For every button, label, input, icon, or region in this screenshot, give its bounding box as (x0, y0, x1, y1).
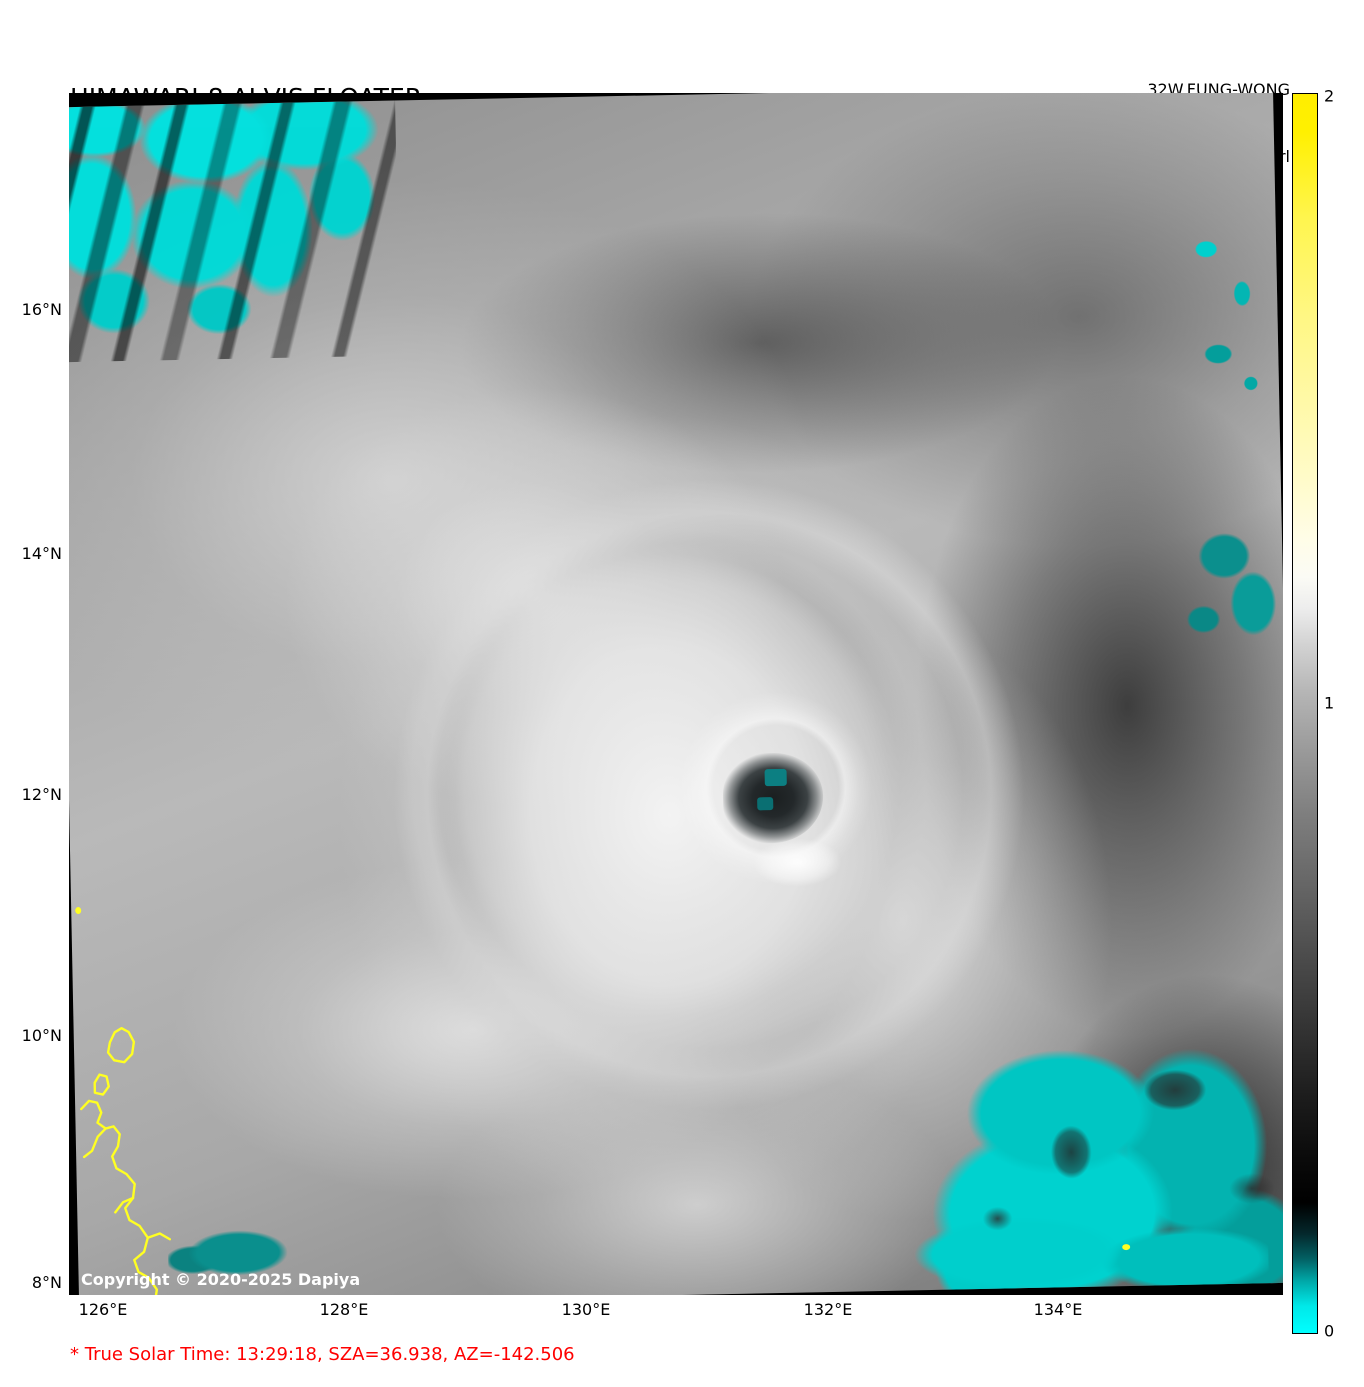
colorbar-tick-1: 1 (1324, 693, 1335, 713)
tropical-cyclone-eye (658, 670, 894, 906)
lat-tick-12N: 12°N (21, 785, 62, 804)
lon-tick-130E: 130°E (561, 1300, 611, 1319)
lat-tick-14N: 14°N (21, 544, 62, 563)
copyright-label: Copyright © 2020-2025 Dapiya (81, 1270, 361, 1289)
satellite-image-plot[interactable]: Copyright © 2020-2025 Dapiya (69, 93, 1283, 1295)
cloud-striations-northwest (69, 100, 401, 363)
lat-tick-16N: 16°N (21, 300, 62, 319)
colorbar-tick-0: 0 (1324, 1321, 1335, 1341)
solar-geometry-note: * True Solar Time: 13:29:18, SZA=36.938,… (70, 1344, 575, 1365)
satellite-data-canvas (69, 93, 1283, 1295)
cloud-mottling-southeast (919, 1037, 1283, 1295)
eyewall-convection-south (736, 831, 849, 904)
eye-core-pixel-lower (757, 797, 774, 811)
lon-tick-126E: 126°E (78, 1300, 128, 1319)
clear-region-east (1181, 522, 1283, 655)
lon-tick-132E: 132°E (803, 1300, 853, 1319)
colorbar-tick-2: 2 (1324, 86, 1335, 106)
clear-speckles-northeast (1185, 233, 1270, 415)
lon-tick-134E: 134°E (1033, 1300, 1083, 1319)
satellite-pixel-field (69, 93, 1283, 1295)
lat-tick-10N: 10°N (21, 1026, 62, 1045)
eye-core-pixel-upper (764, 768, 787, 787)
lat-tick-8N: 8°N (31, 1273, 62, 1292)
lon-tick-128E: 128°E (319, 1300, 369, 1319)
latitude-axis: 16°N 14°N 12°N 10°N 8°N (0, 0, 69, 1387)
coast-marker-west (75, 906, 82, 915)
longitude-axis: 126°E 128°E 130°E 132°E 134°E (0, 1300, 1364, 1330)
colorbar[interactable] (1292, 93, 1318, 1334)
